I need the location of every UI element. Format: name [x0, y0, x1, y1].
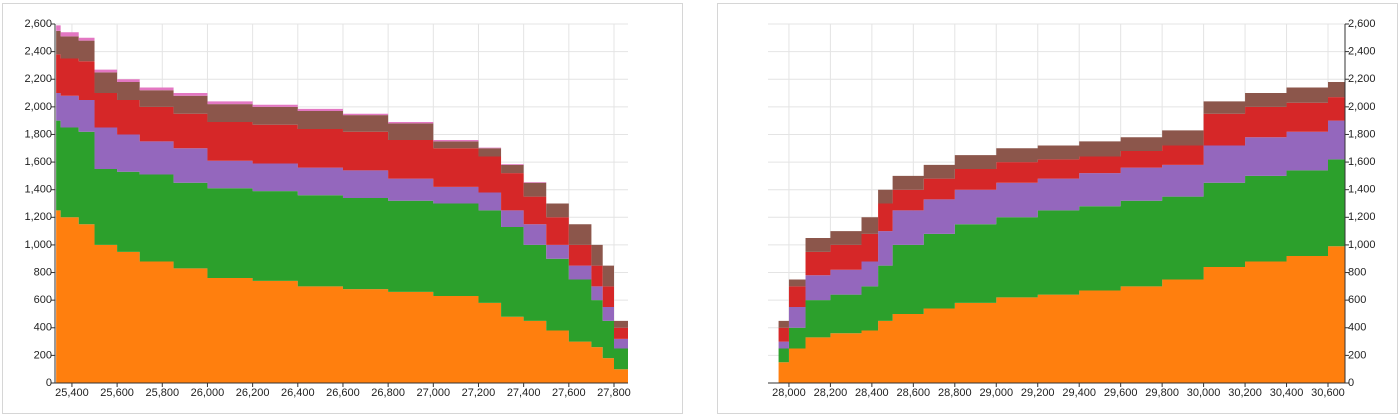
y-tick-label: 2,000 [24, 101, 52, 113]
area-series [56, 54, 629, 383]
y-tick-label: 1,800 [24, 128, 52, 140]
y-tick-label: 1,200 [24, 211, 52, 223]
x-tick-label: 28,400 [855, 387, 889, 399]
x-tick-label: 29,600 [1104, 387, 1138, 399]
x-tick-label: 30,400 [1270, 387, 1304, 399]
y-tick-label: 400 [34, 322, 52, 334]
x-tick-label: 26,400 [281, 387, 315, 399]
x-tick-label: 28,000 [772, 387, 806, 399]
y-tick-label: 1,800 [1348, 128, 1376, 140]
x-tick-label: 28,600 [897, 387, 931, 399]
y-tick-label: 2,400 [1348, 46, 1376, 58]
y-tick-label: 2,000 [1348, 101, 1376, 113]
y-tick-label: 1,600 [24, 156, 52, 168]
x-tick-label: 29,200 [1021, 387, 1055, 399]
y-tick-label: 2,600 [24, 18, 52, 30]
y-tick-label: 2,200 [1348, 73, 1376, 85]
x-tick-label: 26,800 [371, 387, 405, 399]
x-tick-label: 26,600 [326, 387, 360, 399]
x-tick-label: 29,400 [1062, 387, 1096, 399]
y-tick-label: 1,400 [1348, 184, 1376, 196]
y-tick-label: 200 [34, 349, 52, 361]
area-series [56, 93, 629, 384]
x-tick-label: 29,000 [979, 387, 1013, 399]
y-tick-label: 1,000 [24, 239, 52, 251]
y-tick-label: 600 [1348, 294, 1366, 306]
y-tick-label: 200 [1348, 349, 1366, 361]
x-tick-label: 28,800 [938, 387, 972, 399]
y-tick-label: 800 [1348, 266, 1366, 278]
x-tick-label: 30,600 [1311, 387, 1345, 399]
y-tick-label: 1,200 [1348, 211, 1376, 223]
x-tick-label: 25,400 [55, 387, 89, 399]
x-tick-label: 27,200 [462, 387, 496, 399]
x-tick-label: 27,400 [507, 387, 541, 399]
y-tick-label: 600 [34, 294, 52, 306]
x-tick-label: 27,800 [597, 387, 631, 399]
x-tick-label: 25,800 [145, 387, 179, 399]
x-tick-label: 25,600 [100, 387, 134, 399]
area-series [768, 97, 1345, 383]
y-tick-label: 2,200 [24, 73, 52, 85]
x-tick-label: 28,200 [814, 387, 848, 399]
y-tick-label: 2,400 [24, 46, 52, 58]
y-tick-label: 800 [34, 266, 52, 278]
area-series [768, 120, 1345, 384]
x-tick-label: 27,000 [416, 387, 450, 399]
y-tick-label: 1,600 [1348, 156, 1376, 168]
x-tick-label: 30,000 [1187, 387, 1221, 399]
area-series [768, 246, 1345, 383]
x-tick-label: 26,000 [191, 387, 225, 399]
y-tick-label: 1,000 [1348, 239, 1376, 251]
area-series [768, 159, 1345, 383]
y-tick-label: 2,600 [1348, 18, 1376, 30]
y-tick-label: 0 [46, 377, 52, 389]
y-tick-label: 0 [1348, 377, 1354, 389]
x-tick-label: 26,200 [236, 387, 270, 399]
x-tick-label: 30,200 [1228, 387, 1262, 399]
area-series [56, 210, 629, 383]
area-series [56, 120, 629, 384]
x-tick-label: 29,800 [1145, 387, 1179, 399]
y-tick-label: 400 [1348, 322, 1366, 334]
y-tick-label: 1,400 [24, 184, 52, 196]
x-tick-label: 27,600 [552, 387, 586, 399]
